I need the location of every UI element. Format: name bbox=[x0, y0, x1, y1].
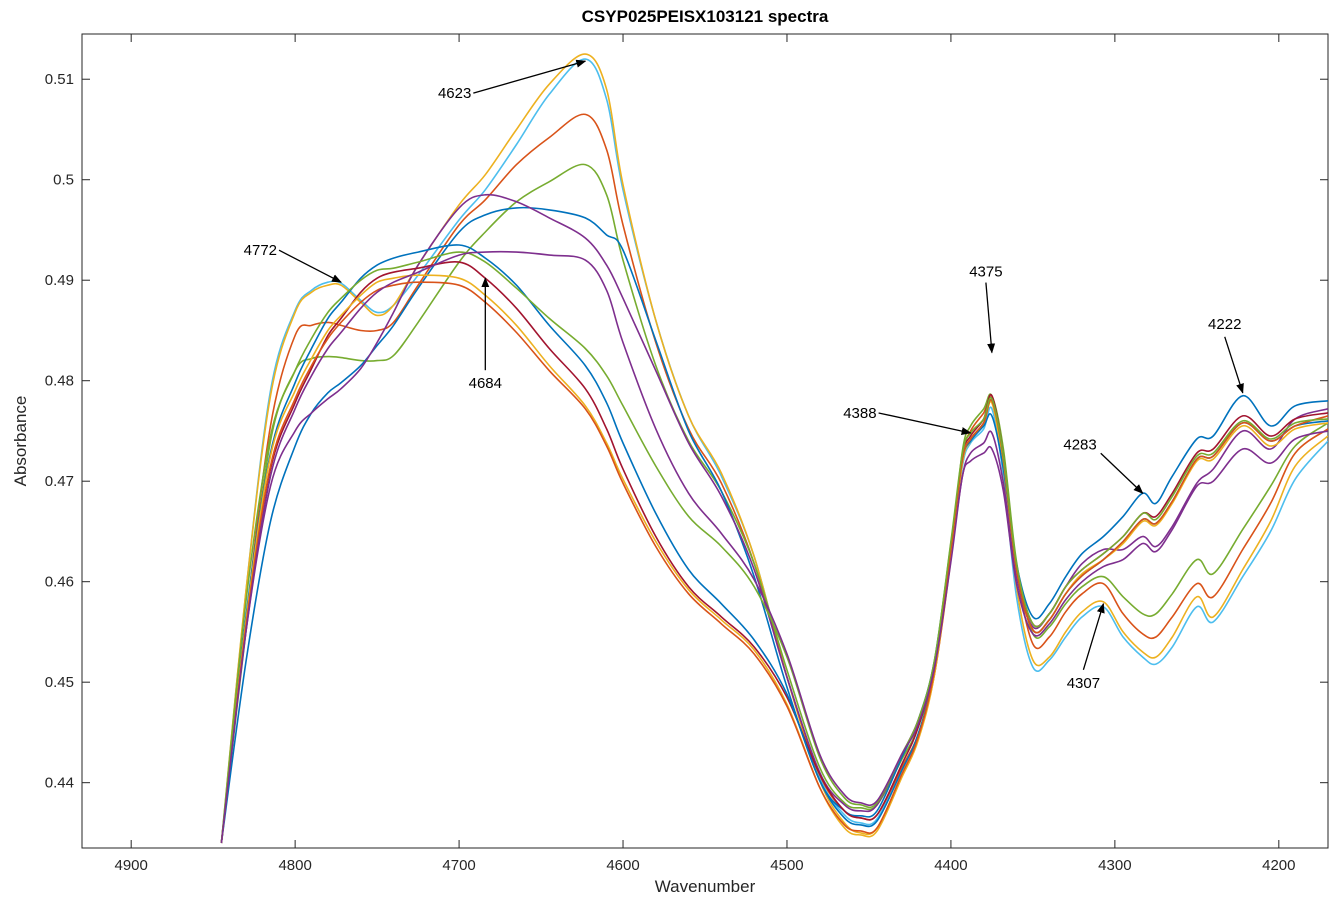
annotation-label: 4388 bbox=[843, 405, 876, 422]
annotation-arrow bbox=[878, 412, 972, 435]
y-tick-label: 0.47 bbox=[45, 473, 74, 490]
annotation-arrow bbox=[985, 282, 996, 354]
x-tick-label: 4700 bbox=[442, 857, 475, 874]
series-line-2 bbox=[220, 53, 1328, 844]
y-tick-label: 0.49 bbox=[45, 272, 74, 289]
series-line-1 bbox=[220, 58, 1328, 844]
x-tick-label: 4600 bbox=[606, 857, 639, 874]
y-tick-label: 0.48 bbox=[45, 373, 74, 390]
x-axis: 4900 4800 4700 4600 4500 4400 4300 4200 bbox=[114, 34, 1296, 874]
y-axis-label: Absorbance bbox=[11, 396, 30, 487]
annotation-label: 4684 bbox=[469, 375, 502, 392]
annotation-label: 4623 bbox=[438, 85, 471, 102]
x-axis-label: Wavenumber bbox=[655, 877, 756, 896]
series-line-11 bbox=[220, 251, 1328, 844]
y-tick-label: 0.5 bbox=[53, 172, 74, 189]
x-tick-label: 4400 bbox=[934, 857, 967, 874]
series-line-9 bbox=[220, 274, 1328, 844]
annotation-arrow bbox=[473, 59, 587, 94]
y-tick-label: 0.51 bbox=[45, 71, 74, 88]
annotation-arrow bbox=[1082, 602, 1105, 670]
chart-title: CSYP025PEISX103121 spectra bbox=[582, 7, 829, 26]
x-tick-label: 4200 bbox=[1262, 857, 1295, 874]
x-tick-label: 4800 bbox=[278, 857, 311, 874]
series-group bbox=[220, 53, 1328, 844]
x-tick-label: 4300 bbox=[1098, 857, 1131, 874]
series-line-10 bbox=[220, 281, 1328, 844]
annotation-group: 4623 4772 4684 4388 4375 4283 4222 4307 bbox=[244, 59, 1244, 692]
series-line-5 bbox=[220, 206, 1328, 844]
annotation-label: 4222 bbox=[1208, 316, 1241, 333]
y-tick-label: 0.45 bbox=[45, 674, 74, 691]
series-line-6 bbox=[220, 193, 1328, 844]
annotation-label: 4283 bbox=[1063, 436, 1096, 453]
annotation-label: 4307 bbox=[1067, 675, 1100, 692]
y-axis: 0.44 0.45 0.46 0.47 0.48 0.49 0.5 0.51 bbox=[45, 71, 1328, 792]
series-line-12 bbox=[220, 250, 1328, 844]
annotation-label: 4375 bbox=[969, 264, 1002, 281]
annotation-arrow bbox=[1100, 452, 1144, 494]
y-tick-label: 0.46 bbox=[45, 574, 74, 591]
y-tick-label: 0.44 bbox=[45, 775, 74, 792]
x-tick-label: 4500 bbox=[770, 857, 803, 874]
series-line-4 bbox=[220, 163, 1328, 844]
annotation-label: 4772 bbox=[244, 242, 277, 259]
x-tick-label: 4900 bbox=[114, 857, 147, 874]
annotation-arrow bbox=[278, 249, 342, 283]
annotation-arrow bbox=[1224, 336, 1244, 394]
